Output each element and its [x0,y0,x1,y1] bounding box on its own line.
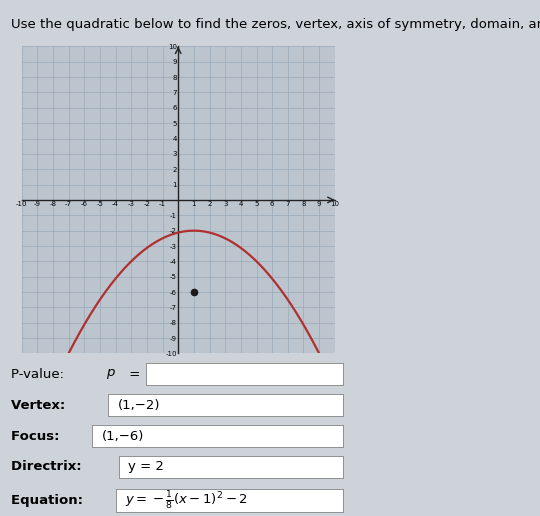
Text: $p$: $p$ [106,367,116,381]
Text: P-value:: P-value: [11,367,68,381]
Text: Use the quadratic below to find the zeros, vertex, axis of symmetry, domain, and: Use the quadratic below to find the zero… [11,18,540,31]
Text: (1,−6): (1,−6) [102,429,144,443]
Text: Vertex:: Vertex: [11,398,70,412]
Text: (1,−2): (1,−2) [117,398,160,412]
Text: =: = [125,367,140,381]
Text: y = 2: y = 2 [128,460,164,474]
Text: $y=-\frac{1}{8}(x-1)^2-2$: $y=-\frac{1}{8}(x-1)^2-2$ [125,490,248,511]
Text: Directrix:: Directrix: [11,460,86,474]
Text: Equation:: Equation: [11,494,87,507]
Text: Focus:: Focus: [11,429,64,443]
